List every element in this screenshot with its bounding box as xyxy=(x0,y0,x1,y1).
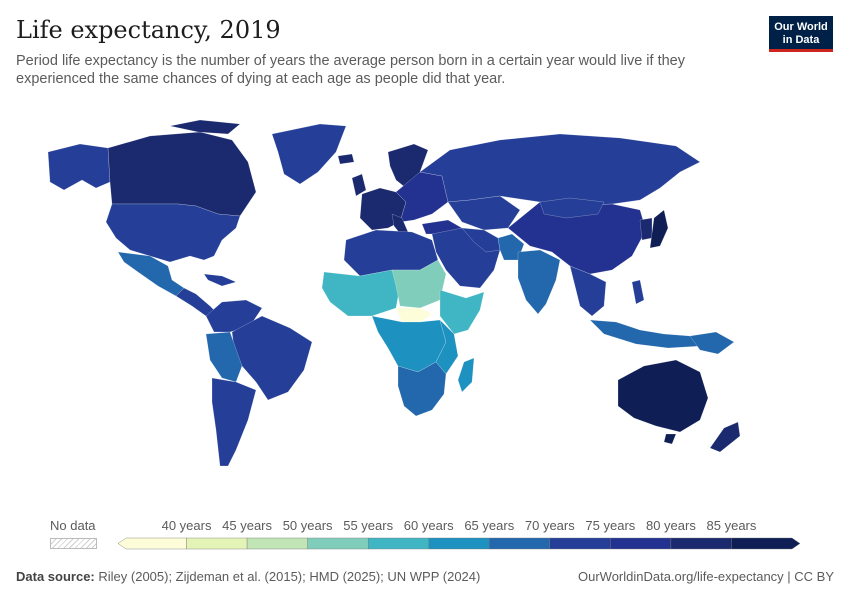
legend-bin-10[interactable] xyxy=(731,537,801,550)
region-canada-islands[interactable] xyxy=(169,119,241,135)
legend-tick-label: 50 years xyxy=(283,518,333,533)
legend-bin-4[interactable] xyxy=(367,537,429,550)
region-tasmania[interactable] xyxy=(663,433,677,445)
region-india[interactable] xyxy=(517,249,561,315)
region-indonesia[interactable] xyxy=(589,319,703,349)
legend-tick-label: 60 years xyxy=(404,518,454,533)
legend-bin-7[interactable] xyxy=(549,537,611,550)
legend-bin-1[interactable] xyxy=(186,537,248,550)
legend-tick-label: 65 years xyxy=(464,518,514,533)
legend-tick-label: 80 years xyxy=(646,518,696,533)
legend-tick-label: 75 years xyxy=(585,518,635,533)
legend-bin-6[interactable] xyxy=(489,537,551,550)
region-iceland[interactable] xyxy=(337,153,355,165)
legend-tick-label: 45 years xyxy=(222,518,272,533)
region-kazakhstan[interactable] xyxy=(447,195,521,231)
legend-bin-5[interactable] xyxy=(428,537,490,550)
legend-bin-9[interactable] xyxy=(670,537,732,550)
region-alaska[interactable] xyxy=(47,143,111,191)
logo-line-2: in Data xyxy=(782,34,820,46)
region-papua[interactable] xyxy=(689,331,735,355)
region-canada[interactable] xyxy=(107,131,257,217)
region-west-africa[interactable] xyxy=(321,269,401,317)
data-source: Data source: Riley (2005); Zijdeman et a… xyxy=(16,569,480,584)
chart-title: Life expectancy, 2019 xyxy=(16,16,281,44)
region-southern-africa[interactable] xyxy=(397,361,447,417)
color-legend: No data 40 years 45 years 50 years 55 years… xyxy=(0,512,850,552)
data-source-label: Data source: xyxy=(16,569,95,584)
region-korea[interactable] xyxy=(639,217,653,241)
chart-subtitle: Period life expectancy is the number of … xyxy=(16,53,685,87)
region-argentina-chile[interactable] xyxy=(211,377,257,467)
region-australia[interactable] xyxy=(617,359,709,433)
world-map[interactable] xyxy=(0,110,850,510)
legend-bin-8[interactable] xyxy=(610,537,672,550)
legend-tick-label: 40 years xyxy=(162,518,212,533)
region-southeast-asia[interactable] xyxy=(569,265,607,317)
region-greenland[interactable] xyxy=(271,123,347,185)
world-map-svg xyxy=(47,119,741,467)
legend-tick-label: 85 years xyxy=(707,518,757,533)
legend-scale: 40 years 45 years 50 years 55 years 60 years… xyxy=(117,518,801,550)
region-uk[interactable] xyxy=(351,173,367,197)
region-horn-of-africa[interactable] xyxy=(439,289,485,335)
data-source-text: Riley (2005); Zijdeman et al. (2015); HM… xyxy=(98,569,481,584)
region-new-zealand[interactable] xyxy=(709,421,741,453)
region-central-african-rep[interactable] xyxy=(395,307,433,323)
region-russia[interactable] xyxy=(419,133,701,207)
legend-tick-label: 55 years xyxy=(343,518,393,533)
region-philippines[interactable] xyxy=(631,279,645,305)
logo-line-1: Our World xyxy=(774,21,828,33)
region-caribbean[interactable] xyxy=(203,273,237,287)
region-mongolia[interactable] xyxy=(539,197,605,219)
no-data-label: No data xyxy=(50,518,96,533)
footer-link[interactable]: OurWorldinData.org/life-expectancy | CC … xyxy=(577,569,834,584)
owid-logo[interactable]: Our World in Data xyxy=(769,16,833,52)
region-madagascar[interactable] xyxy=(457,357,475,393)
legend-bin-0[interactable] xyxy=(117,537,187,550)
legend-tick-label: 70 years xyxy=(525,518,575,533)
region-japan[interactable] xyxy=(649,209,669,249)
legend-bin-2[interactable] xyxy=(246,537,308,550)
region-usa[interactable] xyxy=(105,203,241,263)
legend-bin-3[interactable] xyxy=(307,537,369,550)
no-data-swatch[interactable] xyxy=(50,538,97,549)
